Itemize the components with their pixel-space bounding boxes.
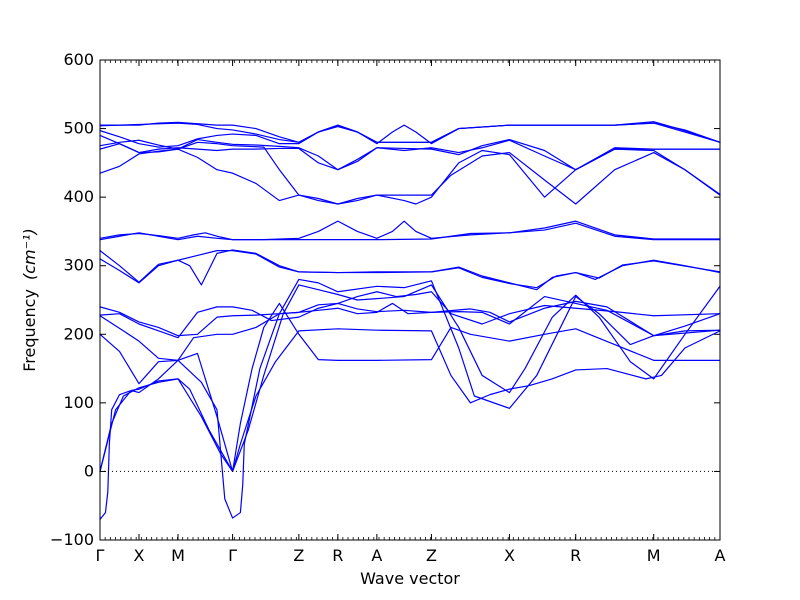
band-18	[99, 121, 721, 143]
x-tick-label-7: Z	[426, 546, 437, 565]
y-tick-label-3: 200	[63, 324, 94, 343]
band-10	[99, 220, 721, 241]
x-tick-label-4: Z	[293, 546, 304, 565]
y-tick-label-2: 100	[63, 393, 94, 412]
x-tick-label-11: A	[715, 546, 726, 565]
x-tick-label-9: R	[570, 546, 581, 565]
y-tick-label-6: 500	[63, 119, 94, 138]
y-tick-label-7: 600	[63, 50, 94, 69]
band-7	[99, 291, 721, 339]
x-tick-label-5: R	[332, 546, 343, 565]
y-axis-ticks: −100 0 100 200 300 400 500 600	[50, 50, 720, 549]
x-tick-label-1: X	[134, 546, 145, 565]
x-axis-label: Wave vector	[360, 569, 460, 588]
band-15	[99, 138, 721, 171]
y-tick-label-5: 400	[63, 187, 94, 206]
y-tick-label-4: 300	[63, 256, 94, 275]
band-13	[99, 141, 721, 205]
band-11	[99, 222, 721, 241]
y-axis-label-unit: (cm⁻¹)	[20, 228, 39, 280]
x-tick-label-10: M	[647, 546, 661, 565]
band-1	[99, 328, 721, 473]
band-9	[99, 250, 721, 289]
band-3	[99, 278, 721, 521]
x-tick-label-0: Γ	[96, 546, 105, 565]
y-axis-label-text: Frequency	[20, 289, 39, 372]
y-tick-label-0: −100	[50, 530, 94, 549]
band-6	[99, 300, 721, 337]
x-tick-label-2: M	[171, 546, 185, 565]
bands-layer	[99, 121, 721, 521]
y-tick-label-1: 0	[84, 461, 94, 480]
x-tick-label-3: Γ	[228, 546, 237, 565]
x-tick-label-6: A	[371, 546, 382, 565]
band-12	[99, 148, 721, 205]
y-axis-label: Frequency (cm⁻¹)	[20, 228, 39, 371]
x-tick-label-8: X	[504, 546, 515, 565]
